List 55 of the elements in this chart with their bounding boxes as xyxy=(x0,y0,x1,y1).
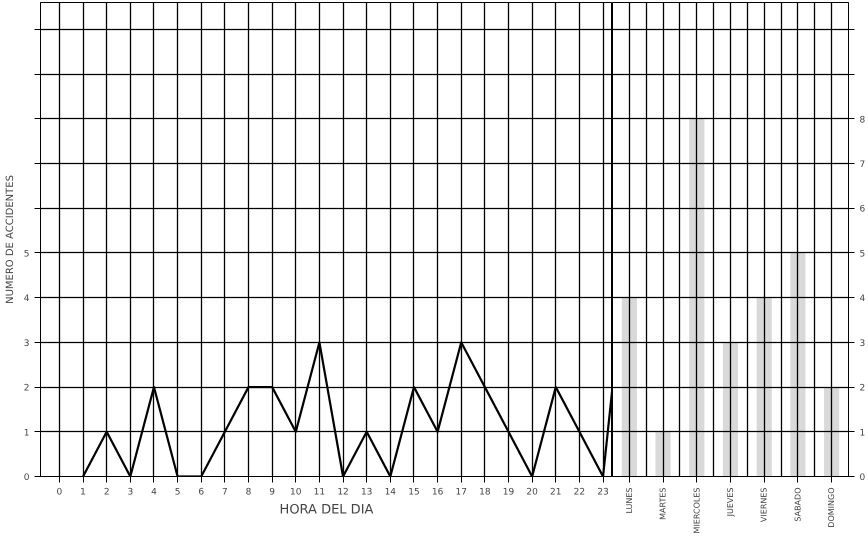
x-tick-label: DOMINGO xyxy=(827,487,836,528)
x-tick-label: 20 xyxy=(526,488,538,498)
y-tick-label: 1 xyxy=(24,428,30,438)
x-tick-label: 22 xyxy=(574,488,586,498)
x-tick-label: SABADO xyxy=(793,487,802,522)
x-tick-label: 2 xyxy=(104,488,110,498)
y-tick-label: 7 xyxy=(860,160,866,170)
bar xyxy=(756,298,772,476)
bar xyxy=(655,432,671,476)
x-tick-label: 5 xyxy=(174,488,180,498)
x-tick-label: VIERNES xyxy=(760,488,769,522)
y-tick-label: 3 xyxy=(24,338,30,349)
x-tick-label: 15 xyxy=(408,488,420,498)
x-tick-label: 12 xyxy=(337,488,349,498)
x-tick-label: 17 xyxy=(456,488,467,498)
y-tick-label: 5 xyxy=(860,249,866,260)
x-tick-label: 0 xyxy=(56,488,63,498)
y-tick-label: 2 xyxy=(860,384,866,394)
y-tick-label: 4 xyxy=(24,294,30,304)
x-tick-label: 19 xyxy=(502,488,514,498)
x-tick-label: 9 xyxy=(269,488,276,498)
x-tick-label: 6 xyxy=(198,488,204,498)
x-tick-label: 14 xyxy=(384,488,396,498)
x-tick-label: MARTES xyxy=(658,487,668,520)
y-tick-label: 3 xyxy=(860,338,866,349)
x-tick-label: MIERCOLES xyxy=(692,487,702,534)
y-tick-label: 5 xyxy=(24,249,30,260)
x-tick-label: JUEVES xyxy=(726,488,735,518)
y-tick-label: 1 xyxy=(860,428,866,438)
x-tick-label: 11 xyxy=(314,488,326,498)
x-tick-label: 8 xyxy=(246,488,252,498)
x-tick-label: LUNES xyxy=(624,488,634,514)
x-tick-label: 7 xyxy=(222,488,228,498)
x-tick-label: 10 xyxy=(290,488,302,498)
bar xyxy=(824,387,840,476)
x-tick-label: 3 xyxy=(127,488,134,498)
x-tick-label: 23 xyxy=(597,488,609,498)
x-tick-label: 4 xyxy=(151,488,158,498)
y-axis-title: NUMERO DE ACCIDENTES xyxy=(4,175,16,304)
x-axis-title: HORA DEL DIA xyxy=(280,502,374,518)
y-tick-label: 6 xyxy=(860,204,866,215)
y-tick-label: 8 xyxy=(860,115,866,126)
y-tick-label: 0 xyxy=(860,473,866,483)
y-tick-label: 2 xyxy=(24,384,30,394)
x-tick-label: 16 xyxy=(432,488,444,498)
bar xyxy=(689,118,704,476)
bar xyxy=(622,298,637,476)
y-tick-label: 4 xyxy=(860,294,866,304)
x-tick-label: 1 xyxy=(80,488,86,498)
x-tick-label: 21 xyxy=(550,488,562,498)
bar xyxy=(722,342,738,476)
y-tick-label: 0 xyxy=(24,473,30,483)
bar xyxy=(790,252,806,476)
x-tick-label: 18 xyxy=(479,488,491,498)
x-tick-label: 13 xyxy=(360,488,372,498)
